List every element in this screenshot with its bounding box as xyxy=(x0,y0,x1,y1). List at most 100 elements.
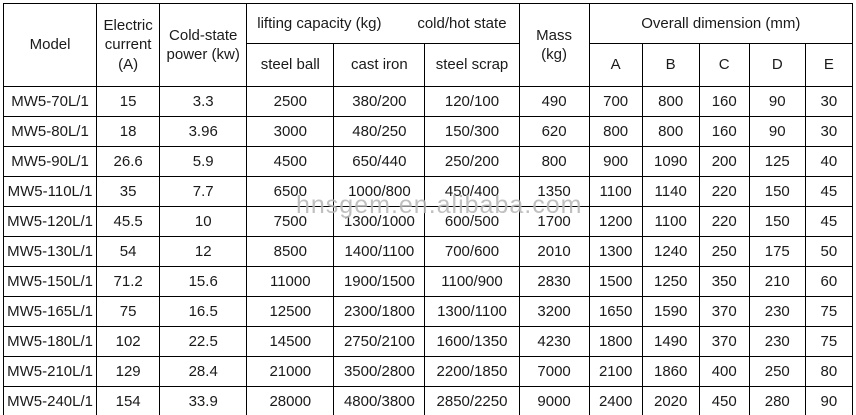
value-cell: 4800/3800 xyxy=(333,386,426,415)
value-cell: 800 xyxy=(641,86,700,117)
model-cell: MW5-180L/1 xyxy=(2,326,98,357)
value-cell: 50 xyxy=(804,236,854,267)
value-cell: 45 xyxy=(804,176,854,207)
value-cell: 10 xyxy=(159,206,248,237)
model-cell: MW5-130L/1 xyxy=(2,236,98,267)
value-cell: 28000 xyxy=(246,386,335,415)
value-cell: 1350 xyxy=(518,176,590,207)
value-cell: 175 xyxy=(748,236,806,267)
value-cell: 102 xyxy=(96,326,161,357)
value-cell: 45 xyxy=(804,206,854,237)
value-cell: 8500 xyxy=(246,236,335,267)
value-cell: 220 xyxy=(698,176,750,207)
table-row: MW5-80L/1 18 3.96 3000 480/250 150/300 620 800 8… xyxy=(2,116,854,147)
value-cell: 1250 xyxy=(641,266,700,297)
value-cell: 40 xyxy=(804,146,854,177)
value-cell: 1860 xyxy=(641,356,700,387)
value-cell: 700 xyxy=(588,86,643,117)
value-cell: 370 xyxy=(698,326,750,357)
value-cell: 1600/1350 xyxy=(424,326,520,357)
table-row: MW5-150L/1 71.2 15.6 11000 1900/1500 1100/900… xyxy=(2,266,854,297)
value-cell: 80 xyxy=(804,356,854,387)
value-cell: 2200/1850 xyxy=(424,356,520,387)
value-cell: 1240 xyxy=(641,236,700,267)
value-cell: 26.6 xyxy=(96,146,161,177)
value-cell: 250 xyxy=(698,236,750,267)
value-cell: 350 xyxy=(698,266,750,297)
value-cell: 18 xyxy=(96,116,161,147)
model-column-header: Model xyxy=(2,3,98,87)
value-cell: 1900/1500 xyxy=(333,266,426,297)
value-cell: 22.5 xyxy=(159,326,248,357)
value-cell: 600/500 xyxy=(424,206,520,237)
value-cell: 1300/1100 xyxy=(424,296,520,327)
value-cell: 620 xyxy=(518,116,590,147)
value-cell: 210 xyxy=(748,266,806,297)
value-cell: 150 xyxy=(748,206,806,237)
value-cell: 1300/1000 xyxy=(333,206,426,237)
value-cell: 5.9 xyxy=(159,146,248,177)
value-cell: 60 xyxy=(804,266,854,297)
value-cell: 1100 xyxy=(588,176,643,207)
model-cell: MW5-165L/1 xyxy=(2,296,98,327)
model-cell: MW5-80L/1 xyxy=(2,116,98,147)
value-cell: 800 xyxy=(588,116,643,147)
model-cell: MW5-240L/1 xyxy=(2,386,98,415)
value-cell: 45.5 xyxy=(96,206,161,237)
value-cell: 125 xyxy=(748,146,806,177)
value-cell: 4500 xyxy=(246,146,335,177)
value-cell: 490 xyxy=(518,86,590,117)
value-cell: 90 xyxy=(748,86,806,117)
cast-iron-column-header: cast iron xyxy=(333,43,426,87)
table-row: MW5-120L/1 45.5 10 7500 1300/1000 600/500 1700… xyxy=(2,206,854,237)
table-row: MW5-90L/1 26.6 5.9 4500 650/440 250/200 800 900… xyxy=(2,146,854,177)
model-cell: MW5-120L/1 xyxy=(2,206,98,237)
value-cell: 250/200 xyxy=(424,146,520,177)
value-cell: 150 xyxy=(748,176,806,207)
value-cell: 75 xyxy=(804,326,854,357)
value-cell: 33.9 xyxy=(159,386,248,415)
model-cell: MW5-90L/1 xyxy=(2,146,98,177)
model-cell: MW5-110L/1 xyxy=(2,176,98,207)
value-cell: 71.2 xyxy=(96,266,161,297)
value-cell: 6500 xyxy=(246,176,335,207)
spec-table: Model Electric current (A) Cold-state po… xyxy=(2,3,854,415)
value-cell: 220 xyxy=(698,206,750,237)
value-cell: 230 xyxy=(748,326,806,357)
value-cell: 3500/2800 xyxy=(333,356,426,387)
value-cell: 7000 xyxy=(518,356,590,387)
value-cell: 2400 xyxy=(588,386,643,415)
value-cell: 160 xyxy=(698,116,750,147)
value-cell: 900 xyxy=(588,146,643,177)
steel-scrap-column-header: steel scrap xyxy=(424,43,520,87)
value-cell: 15 xyxy=(96,86,161,117)
value-cell: 14500 xyxy=(246,326,335,357)
value-cell: 2750/2100 xyxy=(333,326,426,357)
lifting-capacity-label: lifting capacity (kg) xyxy=(257,14,382,32)
value-cell: 800 xyxy=(518,146,590,177)
mass-column-header: Mass (kg) xyxy=(518,3,590,87)
value-cell: 7.7 xyxy=(159,176,248,207)
value-cell: 11000 xyxy=(246,266,335,297)
value-cell: 450/400 xyxy=(424,176,520,207)
value-cell: 1100 xyxy=(641,206,700,237)
cold-state-power-column-header: Cold-state power (kw) xyxy=(159,3,248,87)
model-cell: MW5-210L/1 xyxy=(2,356,98,387)
value-cell: 7500 xyxy=(246,206,335,237)
value-cell: 1700 xyxy=(518,206,590,237)
value-cell: 28.4 xyxy=(159,356,248,387)
value-cell: 400 xyxy=(698,356,750,387)
value-cell: 21000 xyxy=(246,356,335,387)
value-cell: 15.6 xyxy=(159,266,248,297)
cold-hot-state-label: cold/hot state xyxy=(417,14,507,32)
value-cell: 2500 xyxy=(246,86,335,117)
spec-table-header: Model Electric current (A) Cold-state po… xyxy=(2,3,854,87)
model-cell: MW5-70L/1 xyxy=(2,86,98,117)
value-cell: 3.96 xyxy=(159,116,248,147)
value-cell: 1650 xyxy=(588,296,643,327)
value-cell: 280 xyxy=(748,386,806,415)
value-cell: 2020 xyxy=(641,386,700,415)
value-cell: 35 xyxy=(96,176,161,207)
value-cell: 380/200 xyxy=(333,86,426,117)
